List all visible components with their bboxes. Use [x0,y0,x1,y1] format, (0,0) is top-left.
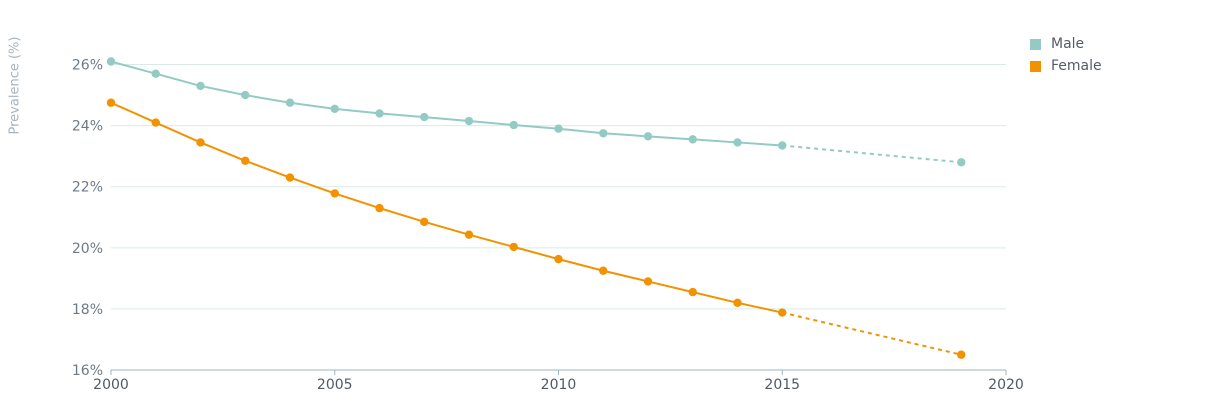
series-projection-male [782,144,962,164]
data-point-male [643,132,653,141]
legend-swatch-female [1030,60,1041,72]
data-point-female [285,173,295,182]
data-point-male [554,124,563,133]
data-point-female [778,308,787,317]
gridlines [111,64,1006,371]
data-point-male [599,129,608,138]
legend-label-male: Male [1051,36,1085,52]
data-point-female [733,298,742,307]
data-point-female [420,217,429,227]
y-axis-ticks: 16% 18% 20% 22% 24% 26% [72,58,103,379]
y-axis-label: Prevalence (%) [7,36,23,135]
data-point-female [241,156,250,165]
data-point-male [196,81,205,91]
legend-label-female: Female [1051,58,1102,74]
y-tick-label: 20% [72,241,103,257]
data-point-female [599,266,608,275]
x-axis-ticks: 2000 2005 2010 2015 2020 [93,370,1024,393]
y-tick-label: 26% [72,58,103,74]
x-tick-label: 2010 [541,377,577,393]
x-tick-label: 2015 [764,377,800,393]
data-point-female [643,277,653,286]
legend-swatch-male [1030,38,1041,50]
data-point-male [957,158,966,167]
data-point-female [688,287,697,297]
data-point-male [778,141,787,150]
data-point-female [106,98,116,107]
legend-item-male[interactable]: Male [1030,33,1102,55]
data-point-male [106,57,116,66]
data-point-female [554,254,563,264]
data-point-male [420,112,429,122]
data-point-female [375,203,384,213]
series-line-male [110,60,783,147]
x-tick-label: 2020 [988,377,1024,393]
legend: Male Female [1030,33,1102,77]
data-point-female [509,242,518,252]
data-point-female [330,189,339,198]
series-line-female [110,101,783,314]
data-point-male [733,138,742,147]
x-tick-label: 2005 [317,377,353,393]
data-point-female [151,118,160,127]
data-point-male [330,104,339,114]
data-point-male [151,69,160,78]
data-point-male [241,90,250,100]
series-projection-female [782,311,962,356]
y-tick-label: 24% [72,119,103,135]
x-tick-label: 2000 [93,377,129,393]
series-group [106,57,966,359]
data-point-male [464,116,474,126]
data-point-male [688,135,697,144]
y-tick-label: 22% [72,180,103,196]
data-point-female [196,138,205,147]
data-point-female [957,350,966,359]
data-point-male [509,120,518,130]
data-point-female [464,230,474,239]
data-point-male [375,109,384,118]
data-point-male [285,98,295,107]
y-tick-label: 16% [72,363,103,379]
y-tick-label: 18% [72,302,103,318]
legend-item-female[interactable]: Female [1030,55,1102,77]
